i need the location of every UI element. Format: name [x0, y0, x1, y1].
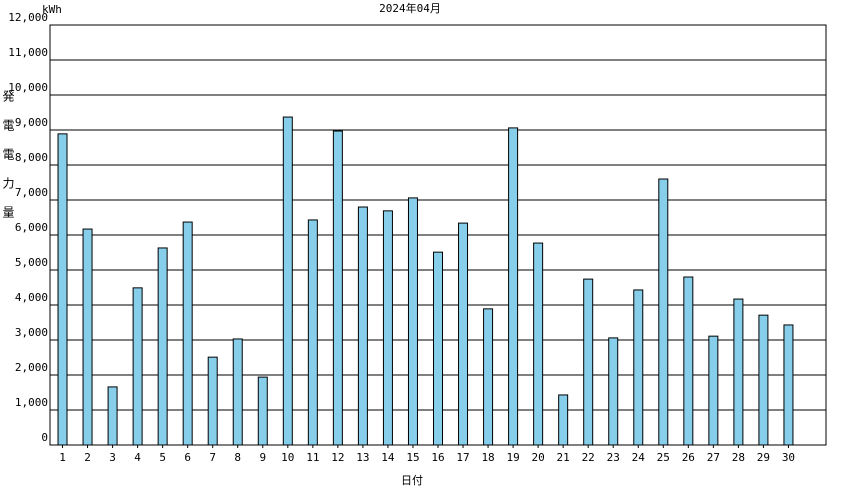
- x-tick-label: 27: [707, 451, 720, 464]
- x-tick-label: 28: [732, 451, 745, 464]
- bar: [758, 314, 769, 446]
- x-tick-label: 14: [381, 451, 395, 464]
- bar: [157, 247, 168, 446]
- x-tick-label: 18: [481, 451, 494, 464]
- bar: [207, 356, 218, 446]
- bar: [608, 337, 619, 446]
- x-tick-label: 21: [557, 451, 570, 464]
- x-tick-label: 25: [657, 451, 670, 464]
- bar: [282, 116, 293, 446]
- y-axis-label: 発電電力量: [1, 90, 15, 235]
- y-tick-label: 2,000: [15, 361, 48, 374]
- bar: [508, 127, 519, 446]
- y-tick-label: 8,000: [15, 151, 48, 164]
- bar: [382, 210, 393, 446]
- x-tick-label: 13: [356, 451, 369, 464]
- bar: [533, 242, 544, 446]
- y-tick-label: 9,000: [15, 116, 48, 129]
- bar: [82, 228, 93, 446]
- y-tick-label: 5,000: [15, 256, 48, 269]
- bar: [57, 133, 68, 446]
- y-tick-label: 12,000: [8, 11, 48, 24]
- y-tick-label: 4,000: [15, 291, 48, 304]
- x-tick-label: 1: [59, 451, 66, 464]
- x-tick-label: 9: [259, 451, 266, 464]
- y-tick-label: 0: [41, 431, 48, 444]
- bar: [583, 278, 594, 446]
- x-tick-label: 10: [281, 451, 294, 464]
- bar: [558, 394, 569, 446]
- x-tick-label: 29: [757, 451, 770, 464]
- bar: [307, 219, 318, 446]
- bar: [232, 338, 243, 446]
- bar: [783, 324, 794, 446]
- x-tick-label: 4: [134, 451, 141, 464]
- bar: [407, 197, 418, 446]
- y-tick-label: 11,000: [8, 46, 48, 59]
- y-tick-label: 6,000: [15, 221, 48, 234]
- y-tick-label: 10,000: [8, 81, 48, 94]
- y-unit: kWh: [42, 3, 62, 16]
- y-tick-label: 1,000: [15, 396, 48, 409]
- x-tick-label: 23: [607, 451, 620, 464]
- x-tick-label: 5: [159, 451, 166, 464]
- bar: [107, 386, 118, 446]
- bar: [683, 276, 694, 446]
- y-tick-label: 3,000: [15, 326, 48, 339]
- x-tick-label: 2: [84, 451, 91, 464]
- bar: [633, 289, 644, 446]
- bar: [458, 222, 469, 446]
- bar: [483, 308, 494, 446]
- x-tick-label: 22: [582, 451, 595, 464]
- x-tick-label: 7: [209, 451, 216, 464]
- x-tick-label: 20: [532, 451, 545, 464]
- x-tick-label: 19: [506, 451, 519, 464]
- x-tick-label: 15: [406, 451, 419, 464]
- x-tick-label: 24: [632, 451, 646, 464]
- x-tick-label: 6: [184, 451, 191, 464]
- bar: [132, 287, 143, 446]
- y-tick-label: 7,000: [15, 186, 48, 199]
- bar: [257, 376, 268, 446]
- chart-title: 2024年04月: [379, 1, 441, 15]
- x-tick-label: 8: [234, 451, 241, 464]
- x-tick-label: 17: [456, 451, 469, 464]
- x-axis-label: 日付: [401, 474, 423, 487]
- bar: [332, 130, 343, 446]
- x-tick-label: 11: [306, 451, 319, 464]
- x-tick-label: 30: [782, 451, 795, 464]
- x-tick-label: 3: [109, 451, 116, 464]
- x-tick-label: 26: [682, 451, 695, 464]
- bar: [433, 251, 443, 446]
- bar: [733, 298, 744, 446]
- bar: [658, 178, 669, 446]
- bar: [708, 335, 719, 446]
- bar: [357, 206, 368, 446]
- bar: [182, 221, 193, 446]
- x-tick-label: 12: [331, 451, 344, 464]
- x-tick-label: 16: [431, 451, 444, 464]
